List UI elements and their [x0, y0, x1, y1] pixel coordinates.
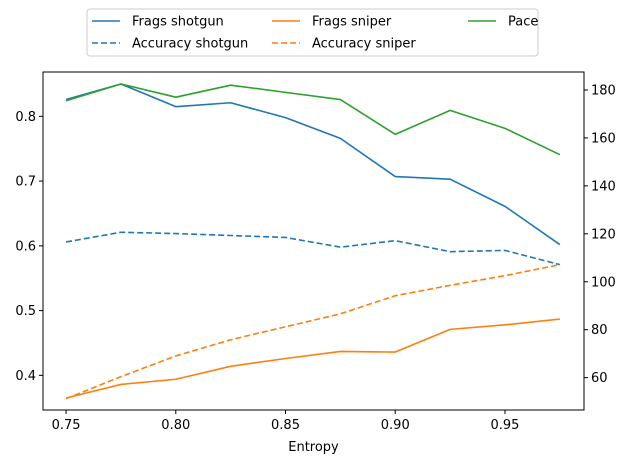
legend-label-frags-shotgun: Frags shotgun — [132, 15, 224, 30]
x-tick-label: 0.90 — [381, 418, 410, 433]
series-line-pace — [65, 83, 561, 156]
legend: Frags shotgun Accuracy shotgun Frags snipe… — [86, 8, 539, 57]
x-tick-label: 0.85 — [271, 418, 300, 433]
plot-layer — [65, 83, 561, 400]
y-right-tick-label: 100 — [591, 275, 616, 290]
y-left-tick-label: 0.7 — [15, 175, 36, 190]
x-tick-label: 0.95 — [491, 418, 520, 433]
y-left-tick-label: 0.4 — [15, 369, 36, 384]
x-tick-label: 0.75 — [52, 418, 81, 433]
y-right-tick-label: 140 — [591, 179, 616, 194]
plot-frame — [42, 71, 585, 411]
y-right-tick-label: 80 — [591, 323, 608, 338]
x-axis-title: Entropy — [288, 440, 339, 455]
y-right-tick-label: 60 — [591, 371, 608, 386]
legend-frame — [86, 8, 539, 57]
series-line-frags-shotgun — [65, 83, 561, 246]
legend-label-accuracy-shotgun: Accuracy shotgun — [132, 37, 248, 52]
series-line-frags-sniper — [65, 318, 560, 399]
axes-layer: 0.75 0.80 0.85 0.90 0.95 0.4 0.5 0.6 0.7 0.8 60 80 1… — [15, 83, 616, 433]
x-tick-label: 0.80 — [161, 418, 190, 433]
legend-label-frags-sniper: Frags sniper — [312, 15, 392, 30]
y-left-tick-label: 0.8 — [15, 110, 36, 125]
y-left-tick-label: 0.5 — [15, 304, 36, 319]
y-right-tick-label: 160 — [591, 131, 616, 146]
legend-label-accuracy-sniper: Accuracy sniper — [312, 37, 416, 52]
y-left-tick-label: 0.6 — [15, 239, 36, 254]
y-right-tick-label: 120 — [591, 227, 616, 242]
series-line-accuracy-shotgun — [65, 231, 561, 266]
y-right-tick-label: 180 — [591, 83, 616, 98]
legend-label-pace: Pace — [508, 15, 538, 30]
